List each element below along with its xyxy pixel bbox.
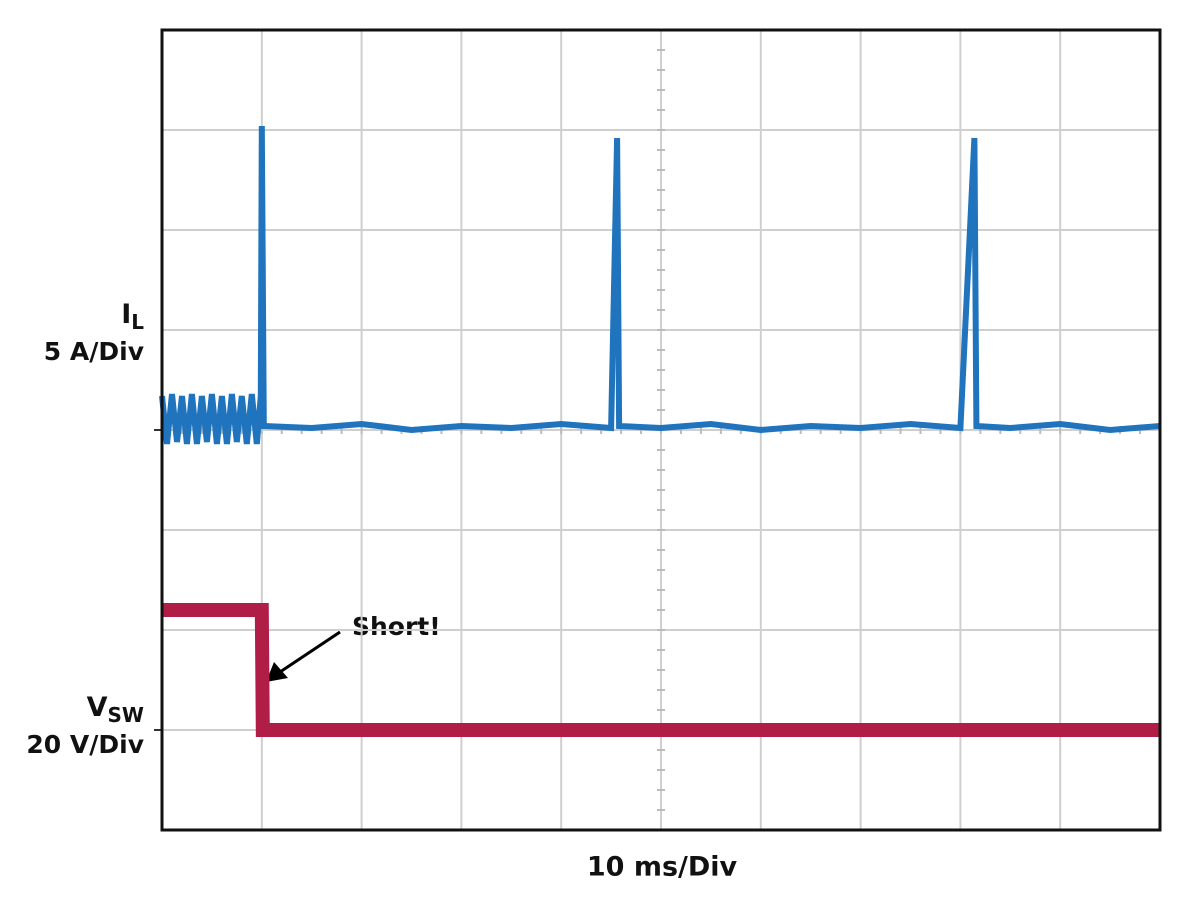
series-name: IL <box>121 299 144 334</box>
series-name-main: I <box>121 299 131 330</box>
annotation: Short! <box>352 612 441 641</box>
annotation-arrowhead <box>266 662 288 682</box>
x-axis-label: 10 ms/Div <box>587 852 738 883</box>
series-scale: 20 V/Div <box>26 730 144 759</box>
plot-frame <box>160 28 1162 832</box>
annotation-arrow <box>279 630 341 674</box>
series-name-sub: L <box>131 310 144 334</box>
trace <box>162 603 1160 737</box>
series-name-sub: SW <box>108 703 144 727</box>
trace <box>159 125 1161 445</box>
series-scale: 5 A/Div <box>44 337 144 366</box>
series-name: VSW <box>87 692 144 727</box>
series-name-main: V <box>87 692 108 723</box>
